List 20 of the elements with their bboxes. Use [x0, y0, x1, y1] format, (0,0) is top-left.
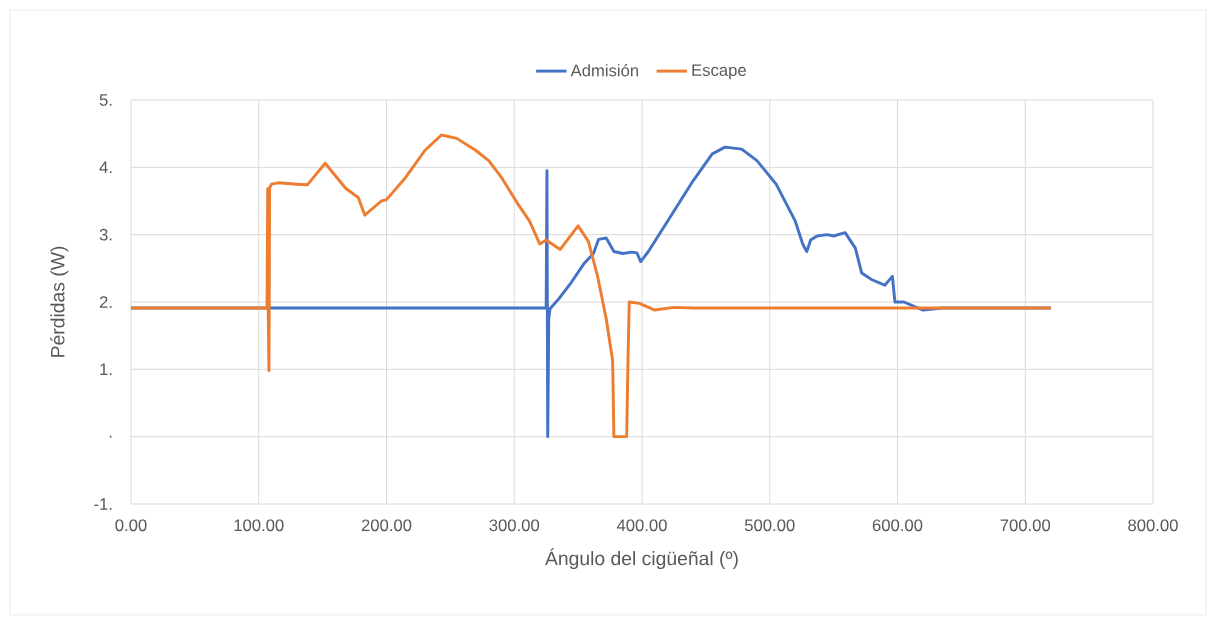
y-tick-label: 5.	[99, 94, 112, 106]
x-tick-label: 600.00	[872, 519, 923, 532]
x-tick-label: 400.00	[616, 519, 667, 532]
y-tick-label: 4.	[99, 161, 112, 174]
x-tick-label: 0.00	[115, 519, 147, 532]
y-tick-label: 2.	[99, 296, 112, 308]
x-tick-label: 800.00	[1128, 519, 1178, 532]
y-tick-label: .	[109, 435, 112, 438]
y-tick-label: 1.	[100, 363, 112, 376]
y-tick-label: -1.	[94, 498, 112, 510]
x-axis-title: Ángulo del cigüeñal (º)	[545, 548, 738, 570]
legend-label: Escape	[692, 64, 746, 80]
x-tick-label: 300.00	[489, 519, 540, 532]
legend-label: Admisión	[570, 63, 639, 77]
x-tick-label: 200.00	[361, 519, 412, 532]
y-tick-label: 3.	[99, 228, 112, 241]
y-axis-title: Pérdidas (W)	[50, 246, 69, 357]
x-tick-label: 100.00	[234, 519, 284, 532]
x-tick-label: 500.00	[744, 519, 795, 532]
x-tick-label: 700.00	[1000, 519, 1051, 532]
